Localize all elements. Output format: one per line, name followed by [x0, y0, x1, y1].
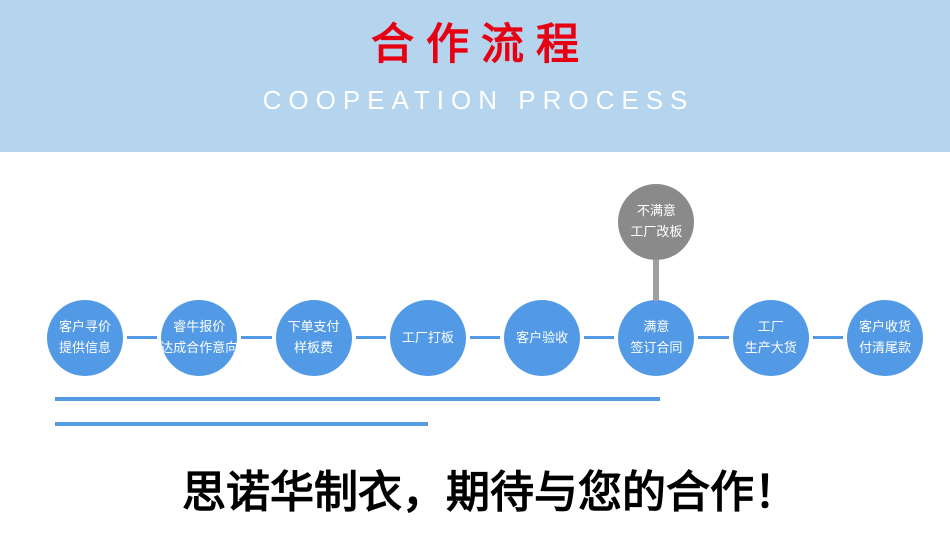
decorative-line-top [55, 397, 660, 401]
flow-step-8: 客户收货 付清尾款 [846, 300, 923, 376]
flow-step-label: 样板费 [294, 340, 334, 355]
flow-connector [698, 336, 729, 339]
flow-step-4: 工厂打板 [389, 300, 466, 376]
flow-connector [241, 336, 272, 339]
flow-connector [584, 336, 615, 339]
page-subtitle: COOPEATION PROCESS [262, 85, 695, 116]
flow-step-3: 下单支付 样板费 [275, 300, 352, 376]
flow-step-label: 客户验收 [516, 329, 569, 345]
decorative-line-bottom [55, 422, 428, 426]
flow-step-1: 客户寻价 提供信息 [47, 300, 123, 376]
flow-branch-circle: 不满意 工厂改板 [618, 184, 695, 260]
flow-step-label: 客户收货 [858, 319, 911, 335]
flow-step-label: 工厂打板 [401, 329, 454, 345]
flow-branch-label: 不满意 [636, 203, 676, 219]
flow-step-label: 客户寻价 [58, 319, 111, 335]
flow-step-label: 生产大货 [744, 340, 797, 355]
flow-connector [469, 336, 501, 339]
flow-step-label: 满意 [643, 319, 670, 335]
flow-step-label: 付清尾款 [858, 340, 911, 355]
flow-step-label: 达成合作意向 [160, 340, 239, 355]
flow-branch-label: 工厂改板 [630, 224, 683, 239]
flow-connector [127, 336, 158, 339]
flow-step-label: 签订合同 [630, 340, 683, 355]
branch-connector [653, 260, 660, 301]
flow-step-5: 客户验收 [504, 300, 581, 376]
flow-step-label: 下单支付 [287, 319, 340, 335]
footer-slogan: 思诺华制衣，期待与您的合作！ [182, 467, 798, 518]
header-banner: 合作流程 COOPEATION PROCESS [0, 0, 950, 152]
flow-step-label: 提供信息 [58, 340, 111, 355]
flow-step-6: 满意 签订合同 [618, 300, 695, 376]
flow-step-label: 睿牛报价 [173, 319, 226, 335]
flow-step-7: 工厂 生产大货 [732, 300, 809, 376]
flow-step-label: 工厂 [757, 319, 784, 335]
page-title: 合作流程 [371, 21, 591, 69]
flow-connector [812, 336, 843, 339]
flow-step-2: 睿牛报价达成合作意向 [160, 300, 239, 376]
flow-connector [355, 336, 386, 339]
